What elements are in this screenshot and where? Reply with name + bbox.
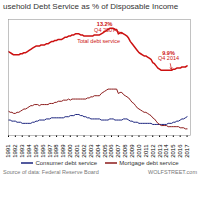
html-text:Consumer debt service: Consumer debt service (35, 160, 98, 166)
svg-text:2016: 2016 (177, 144, 183, 158)
svg-text:2015: 2015 (170, 144, 176, 158)
html-text:Mortgage debt service: Mortgage debt service (119, 160, 179, 166)
svg-text:2009: 2009 (129, 144, 135, 158)
svg-text:Q4 2007: Q4 2007 (94, 27, 115, 33)
html-text:usehold Debt Service as % of D: usehold Debt Service as % of Disposable … (3, 2, 179, 11)
svg-text:1994: 1994 (26, 144, 32, 158)
svg-text:2004: 2004 (95, 144, 101, 158)
svg-text:1991: 1991 (5, 144, 11, 158)
svg-text:1999: 1999 (60, 144, 66, 158)
svg-text:13.2%: 13.2% (96, 21, 113, 28)
html-text:Source of data: Federal Reserv: Source of data: Federal Reserve Board (3, 169, 99, 175)
svg-text:2003: 2003 (88, 144, 94, 158)
svg-text:1998: 1998 (53, 144, 59, 158)
svg-text:1995: 1995 (33, 144, 39, 158)
svg-text:2010: 2010 (136, 144, 142, 158)
svg-text:9.9%: 9.9% (162, 49, 175, 56)
svg-text:2008: 2008 (122, 144, 128, 158)
svg-text:2012: 2012 (150, 144, 156, 158)
svg-text:Total debt service: Total debt service (77, 38, 120, 44)
svg-text:2014: 2014 (163, 144, 169, 158)
svg-text:2013: 2013 (157, 144, 163, 158)
svg-text:2001: 2001 (74, 144, 80, 158)
svg-text:2007: 2007 (115, 144, 121, 158)
svg-text:2017: 2017 (184, 144, 190, 158)
svg-text:1993: 1993 (19, 144, 25, 158)
svg-text:1996: 1996 (40, 144, 46, 158)
svg-text:2000: 2000 (67, 144, 73, 158)
svg-text:2006: 2006 (108, 144, 114, 158)
svg-text:1992: 1992 (12, 144, 18, 158)
svg-text:1997: 1997 (47, 144, 53, 158)
svg-text:Q4 2014: Q4 2014 (158, 55, 179, 61)
svg-text:2011: 2011 (143, 144, 149, 158)
svg-text:2002: 2002 (81, 144, 87, 158)
svg-text:2005: 2005 (102, 144, 108, 158)
html-text:WOLFSTREET.com: WOLFSTREET.com (148, 169, 197, 175)
